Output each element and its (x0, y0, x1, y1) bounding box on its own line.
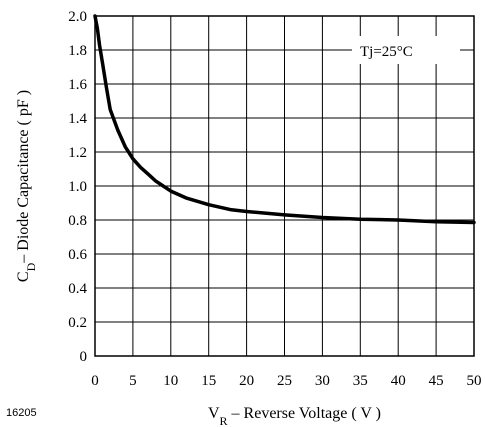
y-tick-label: 0.4 (68, 281, 87, 297)
x-tick-label: 10 (163, 373, 178, 389)
x-axis-label-rest: – Reverse Voltage ( V ) (228, 405, 381, 422)
x-tick-label: 45 (429, 373, 444, 389)
y-tick-label: 1.8 (68, 43, 87, 59)
x-tick-labels: 0 5 10 15 20 25 30 35 40 45 50 (91, 373, 481, 389)
y-axis-label: CD– Diode Capacitance ( pF ) (15, 90, 38, 282)
x-tick-label: 40 (391, 373, 406, 389)
x-tick-label: 0 (91, 373, 99, 389)
x-tick-label: 5 (129, 373, 137, 389)
y-tick-labels: 0 0.2 0.4 0.6 0.8 1.0 1.2 1.4 1.6 1.8 2.0 (68, 9, 87, 365)
y-tick-label: 2.0 (68, 9, 87, 25)
x-axis-label-sub: R (220, 414, 228, 427)
x-tick-label: 30 (315, 373, 330, 389)
y-tick-label: 1.2 (68, 145, 87, 161)
y-tick-label: 0.8 (68, 213, 87, 229)
annotation-background (352, 36, 460, 64)
y-tick-label: 1.4 (68, 111, 87, 127)
grid-lines (94, 15, 475, 357)
y-axis-label-main: C (15, 271, 32, 282)
y-tick-label: 0 (80, 349, 88, 365)
x-tick-label: 20 (239, 373, 254, 389)
x-axis-label-main: V (208, 405, 220, 422)
plot-frame (94, 15, 475, 357)
y-axis-label-rest: – Diode Capacitance ( pF ) (15, 90, 32, 264)
x-tick-label: 50 (467, 373, 482, 389)
x-tick-label: 15 (201, 373, 216, 389)
y-tick-label: 0.6 (68, 247, 87, 263)
y-tick-label: 1.6 (68, 77, 87, 93)
capacitance-curve (93, 14, 476, 225)
y-axis-label-sub: D (24, 262, 38, 271)
x-axis-label: VR – Reverse Voltage ( V ) (208, 405, 381, 427)
figure-number: 16205 (6, 407, 37, 419)
y-tick-label: 1.0 (68, 179, 87, 195)
y-tick-label: 0.2 (68, 315, 87, 331)
annotation-box: Tj=25°C (352, 36, 460, 64)
annotation-text: Tj=25°C (360, 44, 413, 60)
x-tick-label: 25 (277, 373, 292, 389)
x-tick-label: 35 (353, 373, 368, 389)
